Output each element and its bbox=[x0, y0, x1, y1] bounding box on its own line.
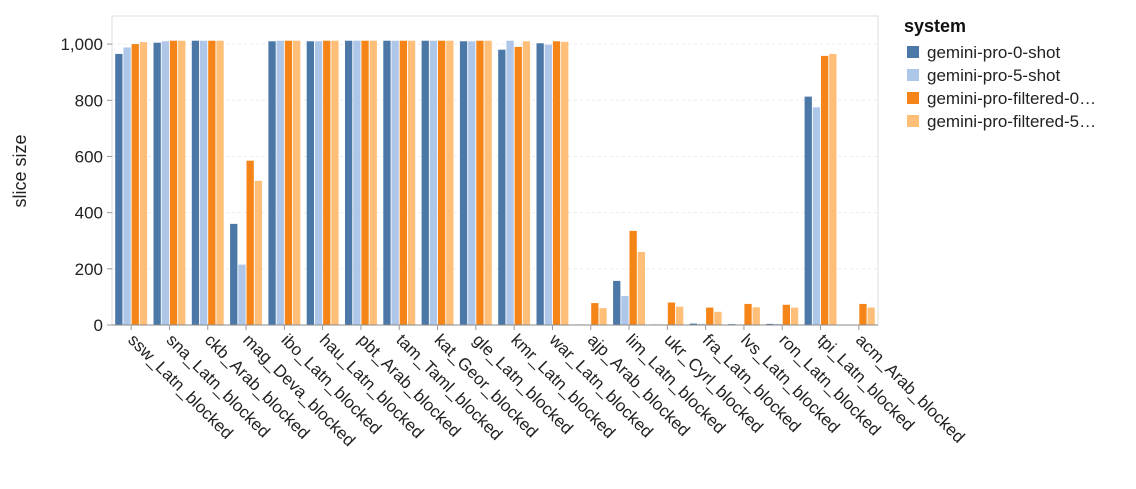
gridlines bbox=[112, 43, 878, 270]
bar bbox=[476, 40, 484, 325]
bar bbox=[468, 41, 476, 325]
bar bbox=[331, 40, 339, 325]
bar bbox=[429, 40, 438, 325]
bar bbox=[498, 49, 506, 325]
bar bbox=[208, 40, 216, 325]
y-tick-label: 0 bbox=[94, 316, 103, 335]
bar bbox=[459, 41, 468, 325]
bar bbox=[216, 40, 224, 325]
x-axis: ssw_Latn_blockedsna_Latn_blockedckb_Arab… bbox=[124, 325, 968, 450]
bar bbox=[506, 40, 514, 325]
bar bbox=[123, 47, 131, 325]
bar bbox=[391, 40, 399, 325]
bar bbox=[561, 41, 569, 326]
bar bbox=[667, 302, 676, 325]
bar bbox=[438, 40, 446, 325]
bar bbox=[637, 251, 645, 325]
bar bbox=[689, 323, 697, 325]
bar bbox=[812, 107, 821, 325]
bar bbox=[790, 307, 799, 325]
bar bbox=[139, 42, 148, 326]
bar bbox=[591, 303, 599, 325]
bar bbox=[676, 306, 684, 325]
bar bbox=[744, 303, 752, 325]
bar bbox=[230, 223, 238, 325]
y-tick-label: 400 bbox=[75, 204, 103, 223]
bar bbox=[238, 264, 246, 325]
bar bbox=[552, 41, 561, 325]
plot-frame bbox=[111, 15, 879, 326]
legend-label: gemini-pro-filtered-5… bbox=[927, 112, 1096, 131]
bar bbox=[169, 40, 178, 325]
bar bbox=[752, 307, 760, 325]
bar bbox=[306, 41, 314, 325]
legend: system gemini-pro-0-shot gemini-pro-5-sho… bbox=[904, 16, 1096, 131]
legend-swatch bbox=[907, 92, 919, 104]
bar bbox=[284, 40, 293, 325]
bar bbox=[514, 46, 522, 326]
bar bbox=[782, 304, 790, 325]
y-axis-title: slice size bbox=[10, 134, 30, 207]
bar bbox=[629, 230, 637, 325]
bar bbox=[246, 160, 254, 325]
y-tick-label: 1,000 bbox=[60, 35, 103, 54]
legend-label: gemini-pro-5-shot bbox=[927, 66, 1060, 85]
bar bbox=[254, 180, 262, 325]
bar bbox=[383, 40, 391, 325]
y-tick-label: 200 bbox=[75, 260, 103, 279]
legend-swatch bbox=[907, 46, 919, 58]
bar bbox=[131, 44, 139, 325]
bar bbox=[599, 308, 607, 325]
bar bbox=[191, 40, 200, 325]
bar bbox=[714, 311, 722, 325]
bar bbox=[314, 41, 323, 325]
bar bbox=[766, 323, 774, 325]
bar bbox=[200, 40, 208, 325]
bar bbox=[774, 323, 782, 325]
y-tick-label: 600 bbox=[75, 147, 103, 166]
bar bbox=[536, 43, 544, 326]
bar bbox=[407, 40, 416, 325]
bar bbox=[353, 40, 361, 325]
bar bbox=[115, 53, 123, 325]
legend-label: gemini-pro-0-shot bbox=[927, 43, 1060, 62]
bar bbox=[323, 40, 331, 325]
bar bbox=[484, 40, 492, 325]
bar bbox=[867, 307, 875, 325]
legend-swatch bbox=[907, 69, 919, 81]
legend-swatch bbox=[907, 115, 919, 127]
bar bbox=[859, 303, 867, 325]
bar bbox=[361, 40, 369, 325]
bar bbox=[369, 40, 377, 325]
bar bbox=[821, 55, 829, 325]
bar bbox=[345, 40, 353, 325]
bar bbox=[522, 41, 531, 325]
bar bbox=[706, 307, 714, 325]
bar bbox=[544, 44, 552, 325]
bar bbox=[268, 41, 276, 325]
bar bbox=[153, 42, 161, 325]
bar bbox=[399, 40, 407, 325]
bar bbox=[829, 53, 837, 325]
bar bbox=[178, 40, 186, 325]
legend-title: system bbox=[904, 16, 966, 36]
bar bbox=[421, 40, 429, 325]
bar bbox=[697, 323, 706, 325]
y-tick-label: 800 bbox=[75, 91, 103, 110]
bar bbox=[161, 41, 169, 325]
bar bbox=[446, 40, 454, 325]
y-axis: 0 200 400 600 800 1,000 bbox=[60, 35, 878, 335]
bar bbox=[293, 40, 301, 325]
bar bbox=[621, 296, 629, 325]
bar bbox=[276, 40, 284, 325]
bars bbox=[115, 40, 875, 326]
legend-label: gemini-pro-filtered-0… bbox=[927, 89, 1096, 108]
bar bbox=[804, 96, 812, 325]
bar bbox=[613, 280, 621, 325]
